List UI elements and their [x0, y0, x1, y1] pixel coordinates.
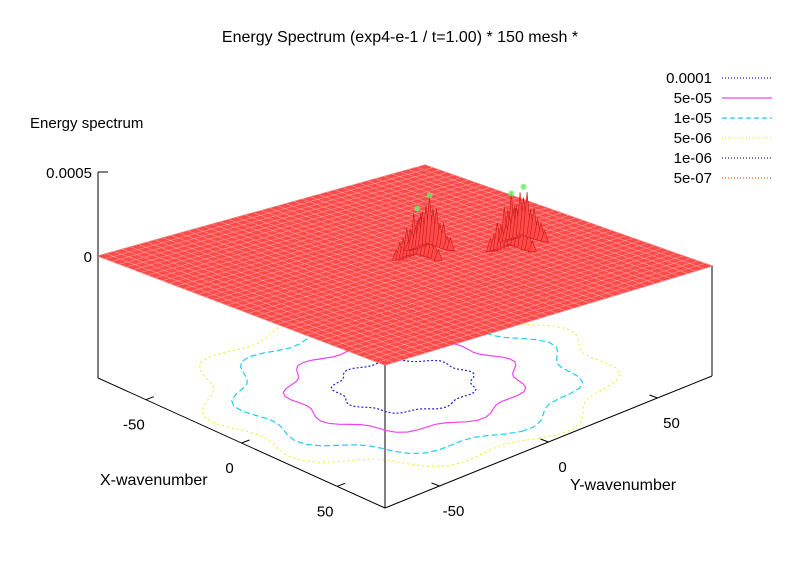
- mesh-line: [298, 235, 626, 333]
- mesh-line: [424, 164, 713, 267]
- legend-label: 5e-06: [674, 130, 712, 147]
- mesh-line: [343, 187, 631, 291]
- contour-ring: [231, 322, 584, 455]
- x-tick-label: 50: [317, 503, 334, 520]
- peak-spike: [446, 237, 455, 251]
- mesh-line: [416, 167, 704, 269]
- mesh-line: [384, 265, 713, 366]
- peak-spike: [433, 248, 443, 261]
- legend-label: 5e-07: [674, 170, 712, 187]
- mesh-line: [334, 248, 662, 347]
- chart-title: Energy Spectrum (exp4-e-1 / t=1.00) * 15…: [222, 29, 578, 46]
- x-axis-ticks: -50 0 50: [123, 396, 346, 520]
- y-tick: [431, 482, 440, 487]
- mesh-line: [363, 258, 691, 358]
- y-tick-label: 0: [558, 459, 566, 476]
- z-tick-label-top: 0.0005: [46, 165, 92, 182]
- mesh-line: [313, 240, 641, 338]
- legend-label: 1e-06: [674, 150, 712, 167]
- peak-spike: [527, 240, 537, 253]
- mesh-line: [370, 260, 698, 360]
- mesh-line: [306, 237, 634, 336]
- legend: 0.0001 5e-05 1e-05 5e-06 1e-06 5e-07: [666, 70, 772, 187]
- x-tick: [336, 482, 346, 487]
- x-tick-label: -50: [123, 417, 145, 434]
- x-axis-label: X-wavenumber: [100, 472, 208, 489]
- mesh-line: [277, 205, 565, 311]
- legend-label: 5e-05: [674, 90, 712, 107]
- mesh-line: [291, 232, 619, 330]
- mesh-line: [327, 245, 655, 344]
- y-axis-label: Y-wavenumber: [570, 477, 677, 494]
- mesh-line: [400, 171, 688, 274]
- peak-spike: [540, 230, 549, 243]
- mesh-line: [326, 192, 614, 296]
- mesh-line: [334, 189, 623, 294]
- mesh-line: [318, 194, 606, 299]
- peak-tip: [520, 183, 527, 190]
- y-axis-ticks: -50 0 50: [431, 394, 680, 520]
- mesh-line: [377, 263, 705, 363]
- z-axis-label: Energy spectrum: [30, 115, 143, 132]
- mesh-line: [277, 227, 605, 325]
- mesh-line: [341, 250, 670, 349]
- mesh-line: [349, 253, 677, 352]
- x-tick: [241, 439, 250, 444]
- surface-plane: [96, 164, 714, 366]
- legend-label: 1e-05: [674, 110, 712, 127]
- mesh-line: [408, 169, 696, 272]
- mesh-line: [356, 255, 684, 355]
- y-tick-label: -50: [443, 503, 465, 520]
- mesh-line: [320, 243, 648, 341]
- mesh-line: [261, 210, 549, 316]
- x-tick-label: 0: [225, 460, 233, 477]
- contour-projection: [198, 309, 621, 468]
- y-tick: [649, 394, 658, 399]
- peak-tip: [508, 190, 515, 197]
- x-tick: [145, 396, 155, 401]
- y-tick-label: 50: [663, 415, 680, 432]
- y-tick: [540, 438, 549, 443]
- mesh-line: [302, 198, 590, 304]
- contour-ring: [330, 358, 477, 414]
- contour-ring: [282, 342, 527, 433]
- surface-mesh: [96, 164, 714, 366]
- mesh-line: [269, 207, 557, 314]
- legend-label: 0.0001: [666, 70, 712, 87]
- z-tick-label-zero: 0: [84, 249, 92, 266]
- mesh-line: [284, 230, 612, 328]
- peak-tip: [414, 205, 421, 212]
- peak-tip: [426, 192, 433, 199]
- surface-peaks: [391, 183, 549, 261]
